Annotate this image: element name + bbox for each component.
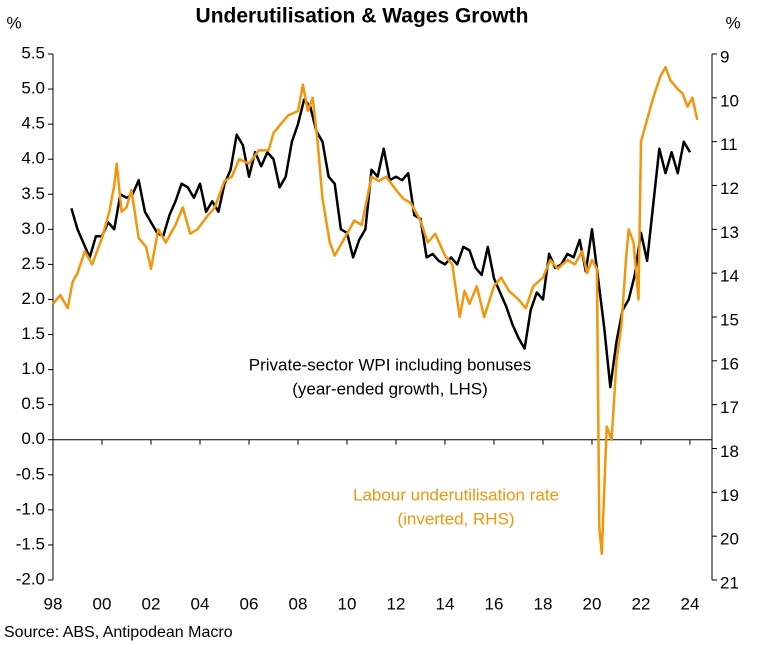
y-tick-label: 2.5 [21, 254, 45, 273]
x-tick-label: 16 [485, 594, 504, 613]
chart-title: Underutilisation & Wages Growth [196, 5, 529, 28]
y-tick-label: 5.0 [21, 79, 45, 98]
y2-tick-label: 17 [720, 398, 739, 417]
x-tick-label: 98 [44, 594, 63, 613]
x-tick-label: 02 [142, 594, 161, 613]
y2-tick-label: 14 [720, 267, 739, 286]
y2-tick-label: 15 [720, 310, 739, 329]
x-tick-label: 18 [534, 594, 553, 613]
y-tick-label: 5.5 [21, 43, 45, 62]
series-line [52, 65, 699, 555]
x-tick-label: 12 [387, 594, 406, 613]
y-unit: % [6, 13, 21, 32]
x-tick-label: 08 [289, 594, 308, 613]
y-tick-label: -0.5 [16, 464, 45, 483]
y-tick-label: 1.5 [21, 324, 45, 343]
y-tick-label: -1.5 [16, 534, 45, 553]
y-tick-label: 4.0 [21, 149, 45, 168]
y2-tick-label: 9 [720, 47, 729, 66]
annotation: Labour underutilisation rate [353, 485, 559, 504]
x-tick-label: 20 [582, 594, 601, 613]
y2-tick-label: 11 [720, 135, 738, 154]
annotation: Private-sector WPI including bonuses [249, 355, 532, 374]
source: Source: ABS, Antipodean Macro [4, 624, 233, 641]
y-tick-label: 4.5 [21, 114, 45, 133]
x-tick-label: 24 [680, 594, 699, 613]
x-tick-label: 22 [631, 594, 650, 613]
y-tick-label: 0.0 [21, 429, 45, 448]
y2-unit: % [725, 13, 740, 32]
y-tick-label: 3.0 [21, 219, 45, 238]
x-tick-label: 14 [436, 594, 455, 613]
y2-tick-label: 19 [720, 486, 739, 505]
annotation: (inverted, RHS) [397, 509, 514, 528]
y-tick-label: 1.0 [21, 359, 45, 378]
y2-tick-label: 10 [720, 91, 739, 110]
y2-tick-label: 13 [720, 223, 739, 242]
y2-tick-label: 20 [720, 530, 739, 549]
y-tick-label: 2.0 [21, 289, 45, 308]
y2-tick-label: 12 [720, 179, 739, 198]
x-tick-label: 00 [93, 594, 112, 613]
x-tick-label: 06 [240, 594, 259, 613]
x-tick-label: 10 [338, 594, 357, 613]
y-tick-label: -1.0 [16, 499, 45, 518]
y-tick-label: -2.0 [16, 569, 45, 588]
y2-tick-label: 16 [720, 354, 739, 373]
y-tick-label: 0.5 [21, 394, 45, 413]
y2-tick-label: 21 [720, 573, 739, 592]
y2-tick-label: 18 [720, 442, 739, 461]
series-line [70, 98, 692, 389]
y-tick-label: 3.5 [21, 184, 45, 203]
x-tick-label: 04 [191, 594, 210, 613]
annotation: (year-ended growth, LHS) [292, 379, 488, 398]
